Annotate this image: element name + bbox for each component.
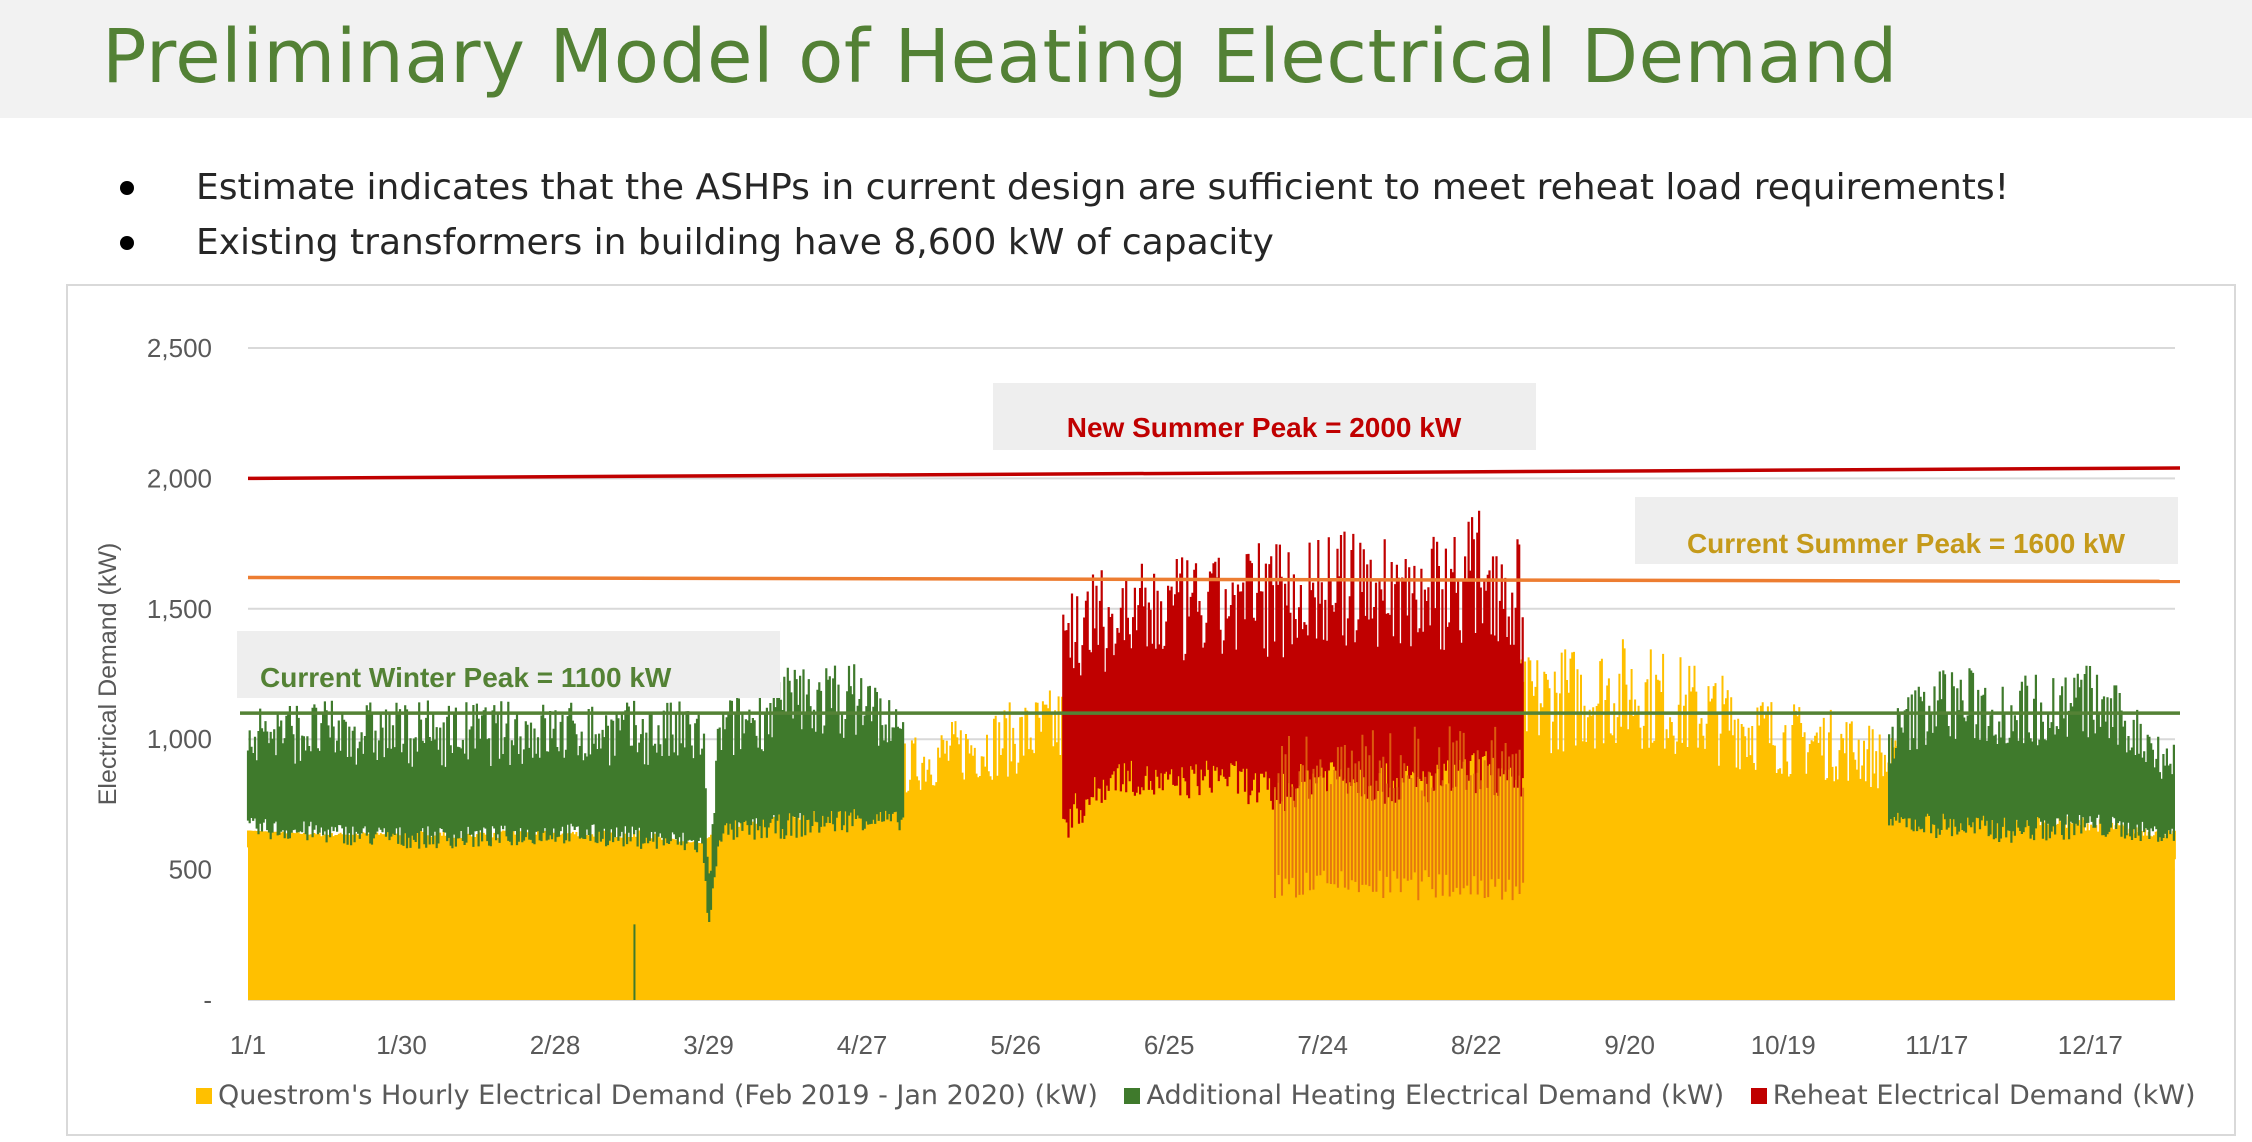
x-tick-label: 7/24 bbox=[1297, 1030, 1348, 1060]
y-axis-label: Electrical Demand (kW) bbox=[94, 543, 122, 806]
legend-label-heating: Additional Heating Electrical Demand (kW… bbox=[1146, 1080, 1725, 1111]
current-summer-peak-line bbox=[247, 575, 2181, 584]
new-summer-peak-label-box bbox=[993, 383, 1536, 450]
x-tick-label: 3/29 bbox=[683, 1030, 734, 1060]
x-tick-label: 11/17 bbox=[1905, 1030, 1968, 1060]
legend-swatch-heating bbox=[1124, 1088, 1141, 1104]
y-tick-label: 1,000 bbox=[147, 724, 212, 754]
bullet-item: Estimate indicates that the ASHPs in cur… bbox=[110, 160, 2009, 215]
y-tick-label: - bbox=[203, 985, 212, 1015]
bullet-text: Existing transformers in building have 8… bbox=[196, 222, 1274, 263]
legend-item-heating: Additional Heating Electrical Demand (kW… bbox=[1124, 1080, 1724, 1111]
current-winter-peak-label: Current Winter Peak = 1100 kW bbox=[260, 662, 672, 693]
legend-label-reheat: Reheat Electrical Demand (kW) bbox=[1772, 1080, 2196, 1111]
series-heating-spikes-late bbox=[1888, 665, 2175, 843]
bullet-dot-icon bbox=[120, 181, 134, 195]
new-summer-peak-line bbox=[247, 466, 2181, 481]
new-summer-peak-label: New Summer Peak = 2000 kW bbox=[1067, 412, 1462, 443]
series-heating-spikes-early bbox=[246, 664, 905, 922]
current-winter-peak-label-box bbox=[237, 631, 780, 698]
x-tick-label: 10/19 bbox=[1751, 1030, 1816, 1060]
bullet-text: Estimate indicates that the ASHPs in cur… bbox=[196, 167, 2010, 208]
legend-swatch-base bbox=[196, 1088, 212, 1104]
x-tick-label: 1/1 bbox=[230, 1030, 266, 1060]
x-tick-label: 12/17 bbox=[2058, 1030, 2123, 1060]
legend-swatch-reheat bbox=[1750, 1088, 1767, 1104]
chart-legend: Questrom's Hourly Electrical Demand (Feb… bbox=[196, 1080, 2214, 1111]
legend-item-reheat: Reheat Electrical Demand (kW) bbox=[1750, 1080, 2196, 1111]
y-tick-label: 500 bbox=[169, 855, 212, 885]
bullet-list: Estimate indicates that the ASHPs in cur… bbox=[110, 160, 2009, 270]
y-tick-label: 2,000 bbox=[147, 463, 212, 493]
series-reheat-inner-band bbox=[1274, 726, 1525, 901]
current-summer-peak-label: Current Summer Peak = 1600 kW bbox=[1687, 528, 2126, 559]
bullet-dot-icon bbox=[120, 236, 134, 250]
x-tick-label: 8/22 bbox=[1451, 1030, 1502, 1060]
x-tick-label: 1/30 bbox=[376, 1030, 427, 1060]
x-tick-label: 6/25 bbox=[1144, 1030, 1195, 1060]
x-tick-label: 4/27 bbox=[837, 1030, 888, 1060]
title-bar bbox=[0, 0, 2252, 118]
y-tick-label: 2,500 bbox=[147, 333, 212, 363]
y-tick-label: 1,500 bbox=[147, 594, 212, 624]
bullet-item: Existing transformers in building have 8… bbox=[110, 215, 2009, 270]
x-tick-label: 9/20 bbox=[1604, 1030, 1655, 1060]
legend-label-base: Questrom's Hourly Electrical Demand (Feb… bbox=[218, 1080, 1098, 1111]
current-summer-peak-label-box bbox=[1635, 497, 2178, 564]
page-title: Preliminary Model of Heating Electrical … bbox=[102, 14, 1898, 100]
x-tick-label: 2/28 bbox=[530, 1030, 581, 1060]
x-tick-label: 5/26 bbox=[990, 1030, 1041, 1060]
legend-item-base: Questrom's Hourly Electrical Demand (Feb… bbox=[196, 1080, 1098, 1111]
